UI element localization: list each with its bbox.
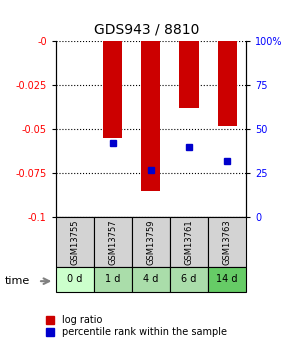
Text: 1 d: 1 d (105, 275, 120, 284)
Bar (132, 217, 170, 267)
Text: 0 d: 0 d (67, 275, 82, 284)
Text: 6 d: 6 d (181, 275, 197, 284)
Bar (94, 267, 132, 292)
Text: GSM13755: GSM13755 (70, 220, 79, 265)
Bar (180, 41, 199, 108)
Bar (142, 41, 161, 191)
Bar (218, 41, 237, 126)
Text: GSM13757: GSM13757 (108, 219, 117, 265)
Text: log ratio: log ratio (62, 315, 102, 325)
Text: GSM13763: GSM13763 (223, 219, 231, 265)
Text: GSM13759: GSM13759 (146, 220, 155, 265)
Text: GDS943 / 8810: GDS943 / 8810 (94, 22, 199, 37)
Text: time: time (4, 276, 30, 286)
Bar (208, 217, 246, 267)
Text: 4 d: 4 d (143, 275, 159, 284)
Bar (56, 217, 94, 267)
Text: GSM13761: GSM13761 (185, 219, 193, 265)
Text: 14 d: 14 d (216, 275, 238, 284)
Bar (170, 217, 208, 267)
Bar (170, 267, 208, 292)
Bar (132, 267, 170, 292)
Bar (56, 267, 94, 292)
Text: percentile rank within the sample: percentile rank within the sample (62, 327, 226, 337)
Bar (208, 267, 246, 292)
Bar (103, 41, 122, 138)
Bar (94, 217, 132, 267)
